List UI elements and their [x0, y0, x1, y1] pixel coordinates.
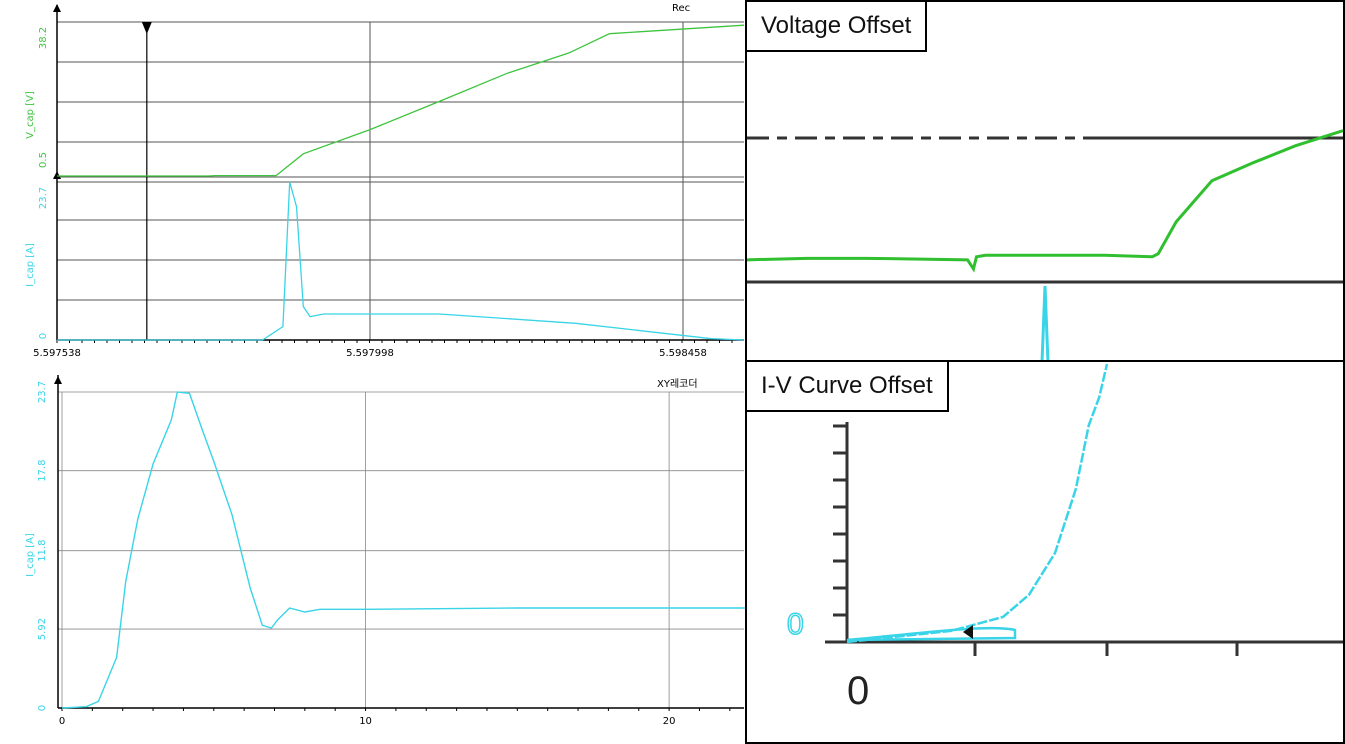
recorder-title: Rec	[672, 3, 691, 14]
y-tick-label: 17.8	[37, 460, 48, 482]
series-line-i-cap-zoom	[1040, 285, 1050, 360]
x-tick-label: 5.598458	[659, 348, 707, 359]
iv-curve-offset-svg: 00	[786, 363, 1343, 713]
xy-chart-svg: 0 10 20 23.7 17.8 11.8 5.92 0 I_cap [A]	[25, 375, 745, 727]
y-axis-label: V_cap [V]	[25, 91, 36, 139]
y-tick-label: 23.7	[38, 187, 49, 209]
series-line-i-cap	[61, 391, 745, 709]
iv-curve-offset-title: I-V Curve Offset	[747, 362, 949, 412]
y-tick-label: 0	[37, 705, 48, 711]
axis-arrow	[53, 4, 61, 12]
series-line-v-cap-zoom	[747, 129, 1343, 273]
x-tick-label: 5.597538	[33, 348, 81, 359]
xy-recorder-title: XY레코더	[657, 379, 698, 390]
x-zero-label: 0	[847, 669, 869, 713]
voltage-offset-svg	[747, 129, 1343, 360]
cursor-marker	[963, 625, 973, 639]
recorder-chart-svg: 5.597538 5.597998 5.598458 38.2 0.5 V_cap [V]…	[25, 4, 745, 359]
axis-arrow	[54, 376, 62, 384]
iv-hysteresis-loop	[846, 626, 1017, 642]
y-axis-label: I_cap [A]	[25, 243, 36, 287]
series-line-i-cap	[57, 181, 745, 341]
y-tick-label: 11.8	[37, 540, 48, 562]
y-tick-label: 0.5	[38, 152, 49, 168]
y-zero-label: 0	[787, 608, 804, 641]
xy-recorder-chart: 0 10 20 23.7 17.8 11.8 5.92 0 I_cap [A] XY레코더	[0, 370, 746, 744]
x-tick-label: 5.597998	[346, 348, 394, 359]
cursor-marker	[141, 22, 152, 34]
axis-arrow	[53, 171, 61, 179]
y-axis-label: I_cap [A]	[25, 533, 36, 577]
recorder-chart: 5.597538 5.597998 5.598458 38.2 0.5 V_cap [V]…	[0, 0, 746, 370]
series-line-v-cap	[57, 24, 745, 177]
x-tick-label: 10	[359, 716, 372, 727]
voltage-offset-panel: Voltage Offset	[745, 0, 1345, 362]
x-tick-label: 20	[663, 716, 676, 727]
y-tick-label: 38.2	[38, 27, 49, 49]
y-tick-label: 23.7	[37, 381, 48, 403]
voltage-offset-title: Voltage Offset	[747, 2, 928, 52]
y-tick-label: 5.92	[37, 618, 48, 640]
y-tick-label: 0	[38, 333, 49, 339]
x-tick-label: 0	[59, 716, 65, 727]
